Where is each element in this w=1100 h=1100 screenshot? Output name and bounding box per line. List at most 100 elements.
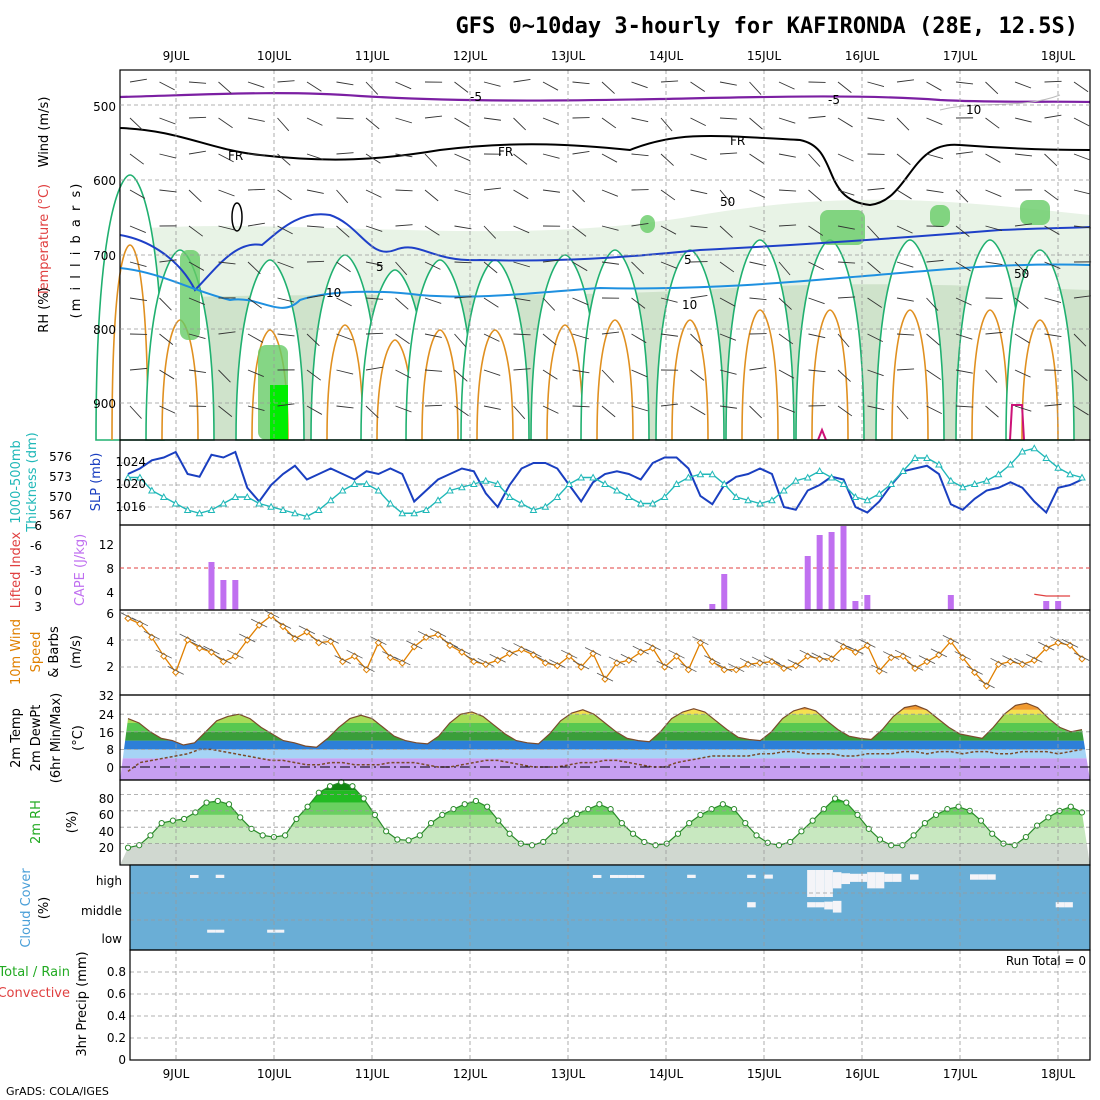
- wind-barb: [1014, 261, 1028, 275]
- wind-barb: [188, 405, 207, 407]
- surface-wind-barb: [739, 657, 757, 667]
- thickness-marker: [434, 496, 442, 504]
- surface-wind-barb: [394, 656, 411, 666]
- rh-marker: [360, 795, 367, 802]
- lifted-index-ylabel: Lifted Index: [9, 531, 24, 608]
- wind-barb: [513, 368, 531, 371]
- temp-tick: 32: [99, 689, 114, 703]
- precip-convective-label: Convective: [0, 986, 70, 1001]
- rh-high-patch: [820, 210, 865, 245]
- temp-color-band: [120, 740, 1090, 750]
- wind-barb: [1014, 405, 1032, 412]
- rh-color-band: [120, 843, 1090, 865]
- thickness-marker: [243, 492, 252, 500]
- wind-barb: [365, 225, 383, 232]
- thickness-marker: [684, 473, 693, 481]
- rh-high-patch: [930, 205, 950, 227]
- cloud-block-high: [987, 874, 996, 880]
- wind-barb: [1014, 117, 1032, 123]
- rh-marker: [1067, 803, 1074, 810]
- warm-contour: [671, 319, 709, 441]
- wind-barb: [454, 117, 470, 128]
- wind-barb: [424, 369, 443, 372]
- top-date-tick: 9JUL: [163, 49, 190, 63]
- wind-barb: [454, 296, 472, 299]
- rh-marker: [293, 815, 300, 823]
- rh-marker: [618, 820, 625, 827]
- rh-marker: [259, 832, 266, 839]
- thickness-marker: [148, 486, 156, 494]
- wind-barb: [1073, 117, 1090, 127]
- thickness-marker: [458, 483, 466, 491]
- wind-barb: [306, 405, 323, 415]
- cape-bar: [232, 580, 239, 610]
- wind-barb: [424, 81, 443, 83]
- wind-barb: [365, 81, 379, 95]
- surface-wind-barb: [191, 641, 208, 651]
- thickness-marker: [481, 476, 490, 484]
- surface-wind-barb: [549, 659, 566, 669]
- lifted-index-line: [1034, 593, 1071, 597]
- cloud-ylabel: Cloud Cover: [19, 868, 34, 948]
- wind-barb: [129, 189, 146, 199]
- thickness-marker: [982, 476, 991, 484]
- thickness-marker: [410, 509, 419, 517]
- thickness-marker: [422, 505, 430, 513]
- thickness-marker: [911, 453, 919, 461]
- contour-lines: [119, 69, 1091, 441]
- thickness-marker: [1030, 444, 1039, 452]
- wind-barb: [601, 369, 615, 383]
- thickness-marker: [171, 499, 180, 507]
- wind-barb: [601, 261, 619, 265]
- thickness-marker: [744, 496, 752, 504]
- rh-marker: [203, 799, 210, 806]
- wind-barb: [218, 369, 231, 383]
- cloud-block-high: [910, 874, 919, 880]
- wind-barb: [454, 153, 471, 162]
- rh-marker: [416, 832, 423, 839]
- contour-labels: -5 -5 FR FR FR 5 5 10 10 50 50 10: [228, 90, 1029, 312]
- top-date-tick: 16JUL: [845, 49, 880, 63]
- wind-barb: [955, 117, 974, 119]
- wind-barb: [542, 333, 557, 346]
- top-date-tick: 17JUL: [943, 49, 978, 63]
- surface-wind-barb: [286, 632, 304, 642]
- wind-barb: [424, 225, 440, 236]
- wind-barb: [926, 189, 944, 193]
- wind-barb: [926, 153, 944, 160]
- top-date-tick: 11JUL: [355, 49, 390, 63]
- wind-barb: [247, 117, 265, 122]
- wind-barb: [601, 297, 620, 299]
- surface-wind-barb: [1049, 636, 1067, 646]
- wind-barb: [1044, 153, 1058, 167]
- surface-wind-barb: [179, 633, 196, 643]
- precip-total-label: Total / Rain: [0, 965, 70, 980]
- surface-wind-barb: [322, 634, 339, 644]
- upper-air-panel: Wind (m/s) Temperature (°C) RH (%) (m i …: [37, 69, 1092, 441]
- cloud-level-low: low: [102, 932, 123, 946]
- wind-barb: [1044, 189, 1059, 201]
- wind-barb: [778, 369, 795, 379]
- slp-tick: 1024: [115, 455, 146, 469]
- cloud-block-high: [610, 874, 619, 878]
- bottom-date-tick: 15JUL: [747, 1067, 782, 1081]
- cloud-block-middle: [815, 902, 825, 908]
- surface-wind-barb: [501, 647, 518, 656]
- wind-barb: [1044, 297, 1062, 304]
- rh-marker: [910, 832, 917, 839]
- temperature-panel: 2m Temp 2m DewPt (6hr Min/Max) (°C) 0 8 …: [9, 689, 1091, 783]
- wind-barb: [985, 261, 1003, 265]
- wind-barb: [719, 225, 733, 238]
- wind-barb: [424, 153, 438, 167]
- wind-barb: [808, 189, 822, 202]
- wind-barb: [247, 153, 266, 156]
- rh-marker: [764, 839, 771, 846]
- surface-wind-barb: [203, 645, 220, 655]
- wind-barb: [483, 225, 497, 239]
- rh-marker: [394, 836, 401, 843]
- wind-barb: [247, 261, 261, 275]
- surface-wind-barb: [883, 651, 900, 660]
- thickness-marker: [732, 492, 741, 500]
- wind-barb: [1073, 295, 1092, 299]
